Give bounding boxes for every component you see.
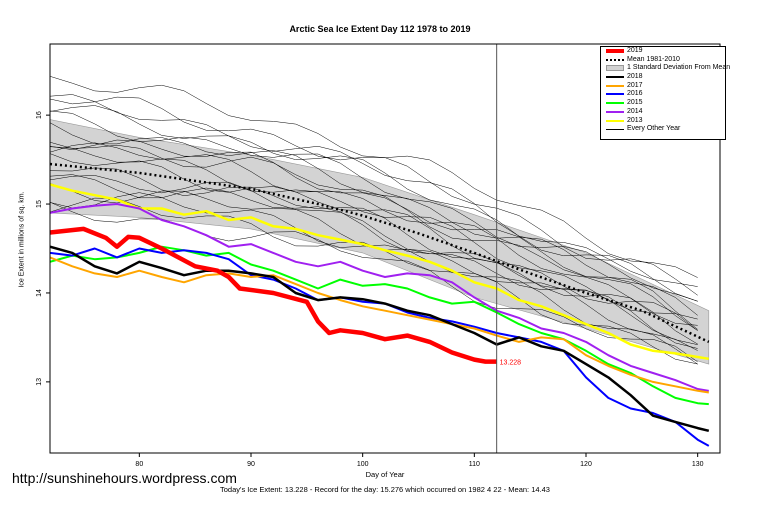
std-band (50, 119, 710, 365)
x-tick-label-90: 90 (247, 461, 255, 468)
series-line-mean (50, 162, 710, 344)
x-tick-label-110: 110 (469, 461, 480, 468)
series-line-other-year-2 (50, 105, 698, 302)
legend: 2019 Mean 1981-2010 1 Standard Deviation… (600, 46, 730, 140)
y-tick-label-16: 16 (36, 111, 43, 119)
series-line-other-year-16 (50, 141, 698, 330)
series-line-2017 (50, 256, 709, 394)
legend-item-2015: 2015 (601, 99, 725, 108)
end-value-label: 13.228 (500, 360, 522, 367)
series-line-2018 (50, 245, 710, 433)
series-line-other-year-9 (50, 167, 698, 345)
x-tick-label-130: 130 (692, 461, 704, 468)
chart-title: Arctic Sea Ice Extent Day 112 1978 to 20… (289, 24, 471, 34)
plot-border (49, 43, 721, 454)
series-line-other-year-6 (50, 142, 698, 326)
series-line-other-year-14 (50, 94, 698, 287)
series-line-other-year-0 (50, 76, 698, 278)
series-line-2013 (50, 183, 710, 361)
y-tick-label-13: 13 (36, 378, 43, 386)
legend-item-2016: 2016 (601, 90, 725, 99)
series-line-other-year-4 (50, 122, 698, 316)
x-tick-label-120: 120 (580, 461, 592, 468)
y-axis-label: Ice Extent in millions of sq. km. (18, 191, 26, 288)
x-tick-label-80: 80 (135, 461, 143, 468)
legend-item-2018: 2018 (601, 73, 725, 82)
legend-item-std: 1 Standard Deviation From Mean (601, 64, 730, 73)
series-line-2019 (50, 226, 497, 364)
x-axis-label: Day of Year (365, 470, 405, 479)
series-line-other-year-7 (50, 146, 698, 320)
series-line-2014 (50, 203, 709, 392)
series-line-other-year-1 (50, 96, 698, 296)
y-tick-label-15: 15 (36, 200, 43, 208)
series-line-other-year-3 (50, 110, 698, 302)
legend-item-mean: Mean 1981-2010 (601, 56, 725, 65)
series-line-other-year-17 (50, 175, 698, 349)
legend-item-2017: 2017 (601, 82, 725, 91)
x-tick-label-100: 100 (357, 461, 369, 468)
chart-subtitle: Today's Ice Extent: 13.228 - Record for … (220, 485, 550, 494)
legend-item-2019: 2019 (601, 47, 725, 56)
series-line-other-year-5 (50, 139, 698, 331)
y-tick-label-14: 14 (36, 289, 43, 297)
legend-item-2014: 2014 (601, 108, 725, 117)
watermark-link[interactable]: http://sunshinehours.wordpress.com (12, 470, 237, 486)
series-line-other-year-8 (50, 153, 698, 331)
legend-item-2013: 2013 (601, 117, 725, 126)
legend-item-every-other-year: Every Other Year (601, 125, 725, 134)
